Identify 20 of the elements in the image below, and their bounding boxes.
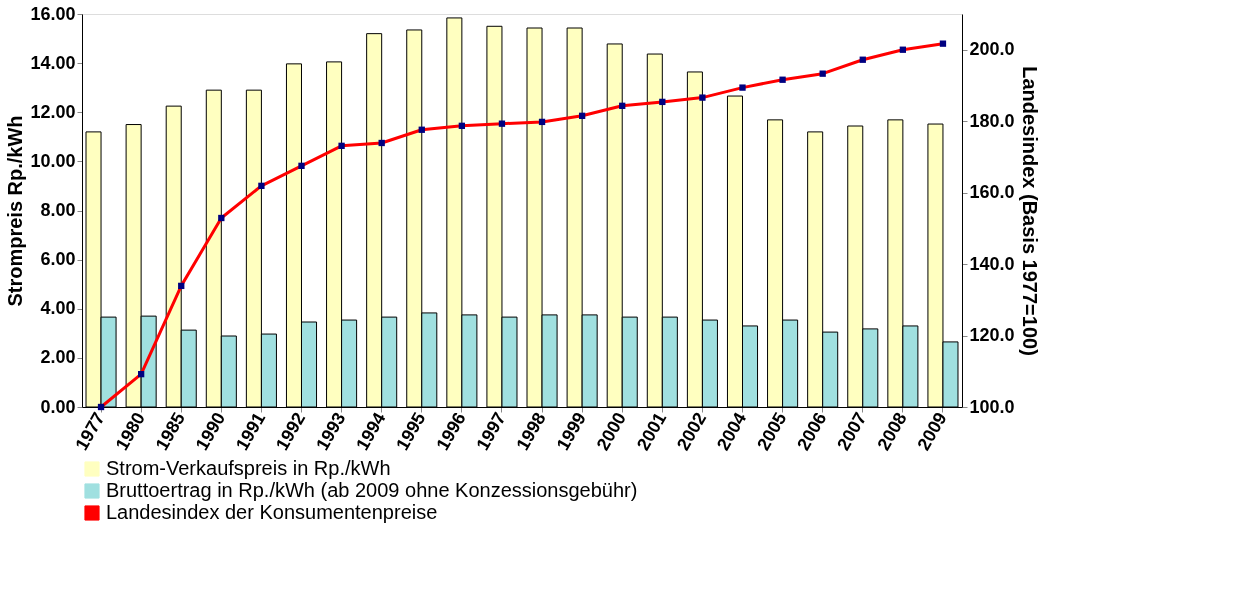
y2-tick-label: 160.0	[969, 182, 1015, 203]
y-tick-label: 0.00	[40, 396, 76, 417]
y2-tick-label: 180.0	[969, 110, 1015, 131]
y-tick-label: 4.00	[40, 298, 76, 319]
y-tick-label: 16.00	[30, 3, 76, 24]
y2-tick-label: 140.0	[969, 253, 1015, 274]
y-axis-title: Strompreis Rp./kWh	[4, 115, 27, 307]
legend-label: Strom-Verkaufspreis in Rp./kWh	[106, 457, 391, 479]
legend-label: Bruttoertrag in Rp./kWh (ab 2009 ohne Konzessionsgebühr)	[106, 479, 638, 501]
y-tick-label: 6.00	[40, 249, 76, 270]
y-tick-label: 2.00	[40, 347, 76, 368]
y-tick-label: 8.00	[40, 200, 76, 220]
y2-axis-title: Landesindex (Basis 1977=100)	[1018, 66, 1041, 356]
y-tick-label: 14.00	[30, 52, 76, 73]
y-tick-label: 10.00	[30, 150, 76, 171]
legend-label: Landesindex der Konsumentenpreise	[106, 501, 438, 523]
y2-tick-label: 200.0	[969, 39, 1015, 60]
y2-tick-label: 100.0	[969, 396, 1015, 417]
y-tick-label: 12.00	[30, 101, 76, 122]
y2-tick-label: 120.0	[969, 325, 1015, 346]
